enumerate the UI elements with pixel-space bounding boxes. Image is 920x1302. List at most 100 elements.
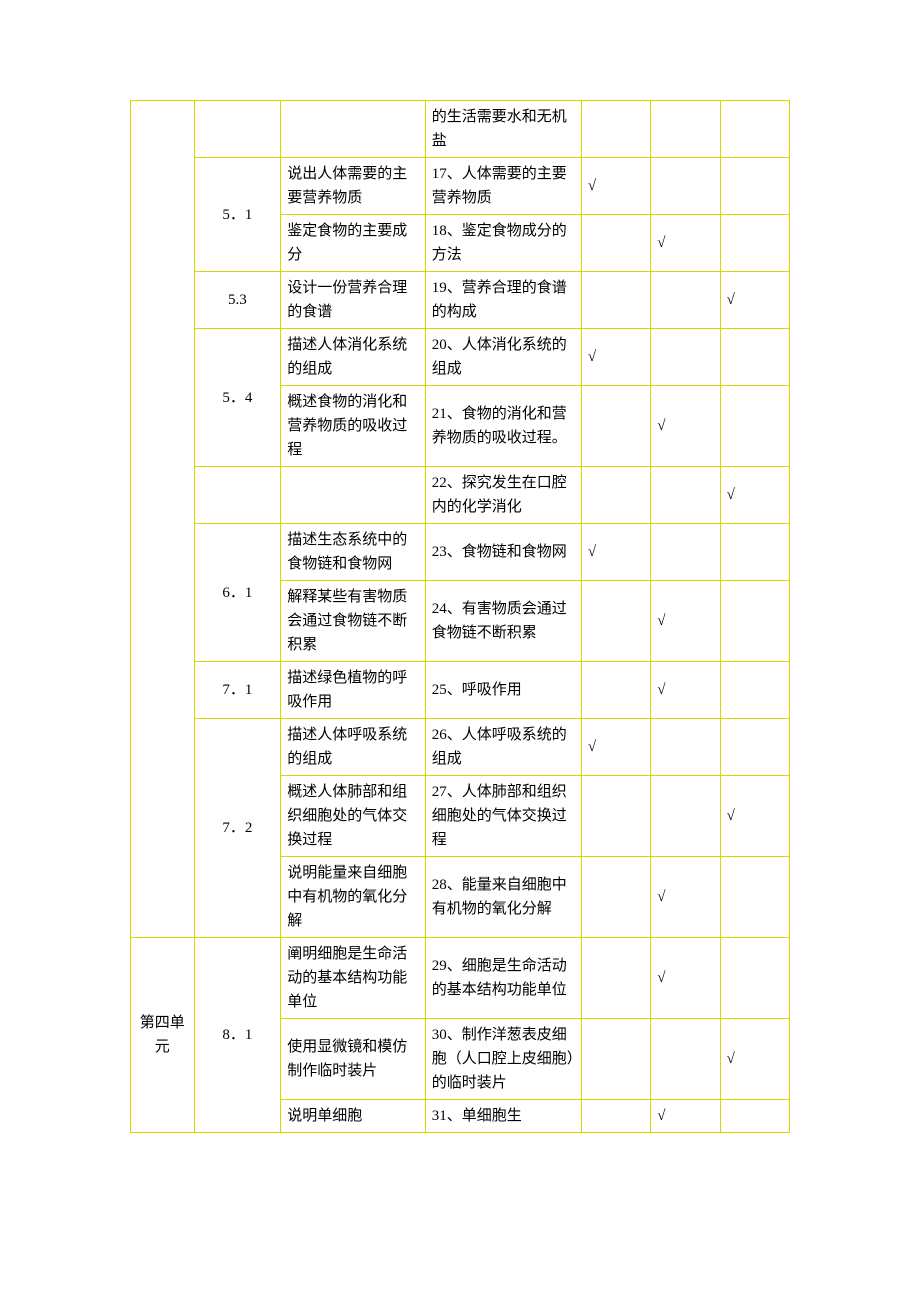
table-row: 的生活需要水和无机盐 xyxy=(131,101,790,158)
point-cell: 17、人体需要的主要营养物质 xyxy=(425,158,581,215)
table-row: 7．2描述人体呼吸系统的组成26、人体呼吸系统的组成√ xyxy=(131,719,790,776)
section-cell: 6．1 xyxy=(194,524,281,662)
section-cell: 5．1 xyxy=(194,158,281,272)
level-c-cell xyxy=(720,329,789,386)
unit-cell: 第四单元 xyxy=(131,938,195,1133)
level-a-cell: √ xyxy=(581,329,650,386)
level-c-cell: √ xyxy=(720,1019,789,1100)
curriculum-table: 的生活需要水和无机盐5．1说出人体需要的主要营养物质17、人体需要的主要营养物质… xyxy=(130,100,790,1133)
table-row: 第四单元8．1阐明细胞是生命活动的基本结构功能单位29、细胞是生命活动的基本结构… xyxy=(131,938,790,1019)
level-c-cell: √ xyxy=(720,776,789,857)
point-cell: 18、鉴定食物成分的方法 xyxy=(425,215,581,272)
point-cell: 21、食物的消化和营养物质的吸收过程。 xyxy=(425,386,581,467)
table-row: 5.3设计一份营养合理的食谱19、营养合理的食谱的构成√ xyxy=(131,272,790,329)
level-a-cell xyxy=(581,386,650,467)
level-a-cell xyxy=(581,467,650,524)
level-a-cell xyxy=(581,662,650,719)
level-c-cell xyxy=(720,662,789,719)
level-c-cell xyxy=(720,581,789,662)
section-cell: 5.3 xyxy=(194,272,281,329)
table-row: 22、探究发生在口腔内的化学消化 √ xyxy=(131,467,790,524)
level-b-cell xyxy=(651,272,720,329)
level-c-cell xyxy=(720,524,789,581)
standard-cell: 解释某些有害物质会通过食物链不断积累 xyxy=(281,581,426,662)
level-b-cell: √ xyxy=(651,215,720,272)
level-c-cell xyxy=(720,1100,789,1133)
level-a-cell: √ xyxy=(581,524,650,581)
standard-cell: 说明能量来自细胞中有机物的氧化分解 xyxy=(281,857,426,938)
point-cell: 26、人体呼吸系统的组成 xyxy=(425,719,581,776)
point-cell: 22、探究发生在口腔内的化学消化 xyxy=(425,467,581,524)
document-page: 的生活需要水和无机盐5．1说出人体需要的主要营养物质17、人体需要的主要营养物质… xyxy=(0,100,920,1133)
point-cell: 24、有害物质会通过食物链不断积累 xyxy=(425,581,581,662)
level-a-cell: √ xyxy=(581,158,650,215)
section-cell: 7．2 xyxy=(194,719,281,938)
level-c-cell xyxy=(720,158,789,215)
point-cell: 的生活需要水和无机盐 xyxy=(425,101,581,158)
table-row: 5．1说出人体需要的主要营养物质17、人体需要的主要营养物质√ xyxy=(131,158,790,215)
point-cell: 20、人体消化系统的组成 xyxy=(425,329,581,386)
table-row: 5．4描述人体消化系统的组成20、人体消化系统的组成√ xyxy=(131,329,790,386)
standard-cell: 概述人体肺部和组织细胞处的气体交换过程 xyxy=(281,776,426,857)
standard-cell: 鉴定食物的主要成分 xyxy=(281,215,426,272)
section-cell: 7．1 xyxy=(194,662,281,719)
level-a-cell xyxy=(581,215,650,272)
level-b-cell xyxy=(651,719,720,776)
level-b-cell: √ xyxy=(651,1100,720,1133)
level-a-cell: √ xyxy=(581,719,650,776)
point-cell: 30、制作洋葱表皮细胞（人口腔上皮细胞）的临时装片 xyxy=(425,1019,581,1100)
table-row: 7．1描述绿色植物的呼吸作用25、呼吸作用 √ xyxy=(131,662,790,719)
section-cell: 5．4 xyxy=(194,329,281,467)
point-cell: 19、营养合理的食谱的构成 xyxy=(425,272,581,329)
level-c-cell xyxy=(720,719,789,776)
level-c-cell xyxy=(720,215,789,272)
standard-cell xyxy=(281,467,426,524)
standard-cell: 使用显微镜和模仿制作临时装片 xyxy=(281,1019,426,1100)
point-cell: 28、能量来自细胞中有机物的氧化分解 xyxy=(425,857,581,938)
level-b-cell xyxy=(651,524,720,581)
level-b-cell xyxy=(651,467,720,524)
level-b-cell xyxy=(651,158,720,215)
standard-cell: 描述人体消化系统的组成 xyxy=(281,329,426,386)
standard-cell: 描述绿色植物的呼吸作用 xyxy=(281,662,426,719)
standard-cell: 阐明细胞是生命活动的基本结构功能单位 xyxy=(281,938,426,1019)
level-c-cell xyxy=(720,938,789,1019)
section-cell xyxy=(194,101,281,158)
level-c-cell xyxy=(720,386,789,467)
section-cell xyxy=(194,467,281,524)
level-a-cell xyxy=(581,776,650,857)
point-cell: 25、呼吸作用 xyxy=(425,662,581,719)
standard-cell: 设计一份营养合理的食谱 xyxy=(281,272,426,329)
level-c-cell: √ xyxy=(720,467,789,524)
table-row: 6．1描述生态系统中的食物链和食物网23、食物链和食物网√ xyxy=(131,524,790,581)
point-cell: 31、单细胞生 xyxy=(425,1100,581,1133)
standard-cell: 说出人体需要的主要营养物质 xyxy=(281,158,426,215)
point-cell: 29、细胞是生命活动的基本结构功能单位 xyxy=(425,938,581,1019)
point-cell: 27、人体肺部和组织细胞处的气体交换过程 xyxy=(425,776,581,857)
level-a-cell xyxy=(581,938,650,1019)
level-a-cell xyxy=(581,1019,650,1100)
standard-cell xyxy=(281,101,426,158)
level-b-cell: √ xyxy=(651,581,720,662)
standard-cell: 说明单细胞 xyxy=(281,1100,426,1133)
level-c-cell xyxy=(720,857,789,938)
level-a-cell xyxy=(581,272,650,329)
level-b-cell: √ xyxy=(651,857,720,938)
standard-cell: 描述人体呼吸系统的组成 xyxy=(281,719,426,776)
level-a-cell xyxy=(581,101,650,158)
standard-cell: 概述食物的消化和营养物质的吸收过程 xyxy=(281,386,426,467)
level-b-cell: √ xyxy=(651,938,720,1019)
level-a-cell xyxy=(581,857,650,938)
point-cell: 23、食物链和食物网 xyxy=(425,524,581,581)
section-cell: 8．1 xyxy=(194,938,281,1133)
standard-cell: 描述生态系统中的食物链和食物网 xyxy=(281,524,426,581)
level-b-cell xyxy=(651,776,720,857)
level-b-cell: √ xyxy=(651,662,720,719)
level-c-cell xyxy=(720,101,789,158)
unit-cell xyxy=(131,101,195,938)
level-b-cell xyxy=(651,101,720,158)
level-b-cell xyxy=(651,329,720,386)
level-b-cell: √ xyxy=(651,386,720,467)
level-a-cell xyxy=(581,1100,650,1133)
level-b-cell xyxy=(651,1019,720,1100)
